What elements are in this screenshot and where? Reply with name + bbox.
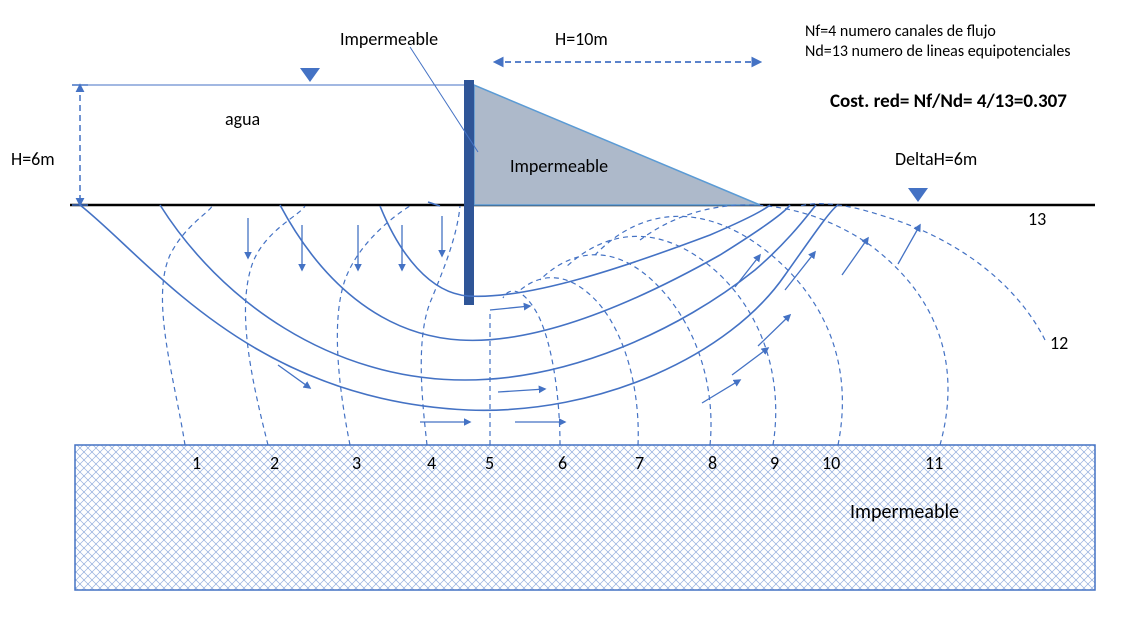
impermeable-bottom-label: Impermeable (850, 500, 959, 524)
eq-label-8: 8 (708, 452, 717, 474)
eq-label-1: 1 (192, 452, 201, 474)
agua-label: agua (225, 108, 260, 130)
delta-h-label: DeltaH=6m (895, 148, 977, 170)
nd-label: Nd=13 numero de lineas equipotenciales (805, 42, 1071, 61)
flow-lines (80, 205, 838, 410)
sheet-pile-wall (464, 80, 474, 305)
impermeable-triangle-label: Impermeable (510, 155, 608, 177)
water-marker-right (908, 188, 928, 202)
eq-label-4: 4 (427, 452, 436, 474)
h10-label: H=10m (555, 28, 608, 50)
impermeable-top-label: Impermeable (340, 28, 438, 50)
eq-label-2: 2 (270, 452, 279, 474)
eq-label-5: 5 (485, 452, 494, 474)
dam-triangle (474, 85, 760, 205)
eq-label-11: 11 (925, 452, 943, 474)
equipotential-lines (162, 204, 1045, 445)
eq-label-10: 10 (822, 452, 840, 474)
eq-label-3: 3 (352, 452, 361, 474)
eq-label-7: 7 (635, 452, 644, 474)
nf-label: Nf=4 numero canales de flujo (805, 22, 996, 41)
water-marker-left (300, 68, 320, 82)
eq-label-6: 6 (558, 452, 567, 474)
eq-label-9: 9 (770, 452, 779, 474)
eq-label-12: 12 (1050, 332, 1068, 354)
h6-label: H=6m (11, 148, 55, 170)
cost-red-label: Cost. red= Nf/Nd= 4/13=0.307 (830, 90, 1067, 113)
eq-label-13: 13 (1028, 208, 1046, 230)
